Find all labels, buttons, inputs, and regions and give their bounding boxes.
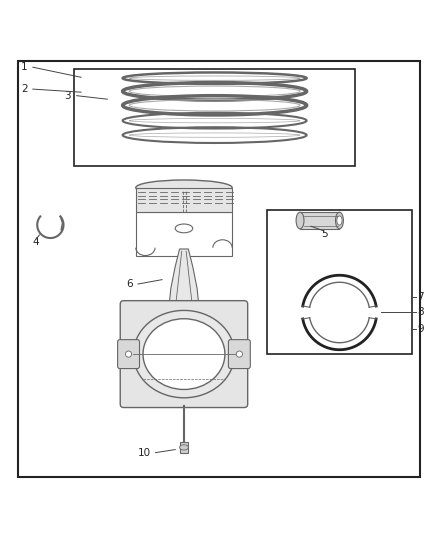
Text: 9: 9: [417, 324, 424, 334]
Bar: [74, 69, 355, 166]
Ellipse shape: [136, 180, 232, 195]
Text: 7: 7: [417, 292, 424, 302]
Text: 6: 6: [126, 279, 133, 289]
Ellipse shape: [180, 445, 188, 450]
FancyBboxPatch shape: [117, 340, 139, 368]
Bar: [300, 212, 339, 229]
Bar: [267, 209, 412, 354]
Text: 8: 8: [417, 308, 424, 318]
Ellipse shape: [296, 212, 304, 229]
Text: 5: 5: [321, 229, 328, 239]
Ellipse shape: [237, 351, 243, 357]
Bar: [136, 212, 232, 255]
Text: 1: 1: [21, 62, 28, 72]
Polygon shape: [169, 249, 199, 310]
Text: 10: 10: [138, 448, 151, 458]
Ellipse shape: [337, 216, 342, 225]
Text: 4: 4: [32, 237, 39, 247]
Bar: [136, 188, 232, 212]
Text: 3: 3: [64, 91, 71, 101]
Bar: [180, 442, 188, 453]
Ellipse shape: [175, 224, 193, 233]
Ellipse shape: [125, 351, 131, 357]
FancyBboxPatch shape: [229, 340, 251, 368]
Ellipse shape: [336, 212, 343, 229]
FancyBboxPatch shape: [120, 301, 248, 408]
Text: 2: 2: [21, 84, 28, 94]
Ellipse shape: [133, 310, 234, 398]
Ellipse shape: [143, 319, 225, 390]
